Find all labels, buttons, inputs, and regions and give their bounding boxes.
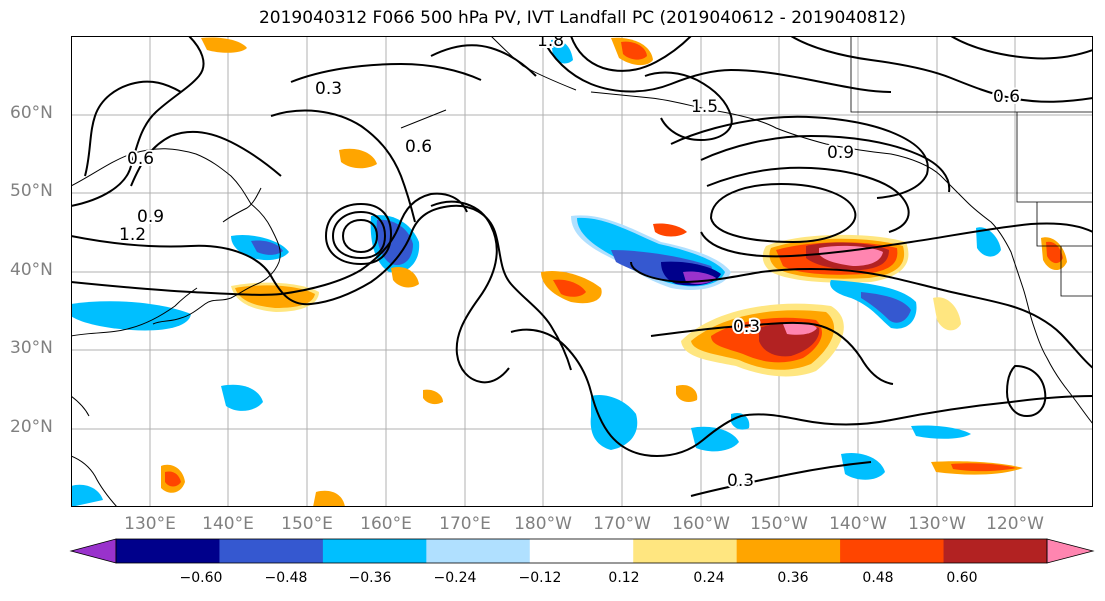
colorbar-segment bbox=[116, 539, 220, 563]
lat-label: 40°N bbox=[10, 260, 53, 280]
colorbar-segment bbox=[322, 539, 427, 563]
colorbar-tick: 0.60 bbox=[946, 570, 978, 586]
contour-labels: 0.3 0.6 0.9 1.2 1.5 1.8 0.3 0.6 0.9 0.3 … bbox=[117, 36, 1022, 493]
lat-label: 20°N bbox=[10, 417, 53, 437]
pv-contours bbox=[71, 36, 1093, 497]
colorbar-segment bbox=[840, 539, 945, 563]
colorbar-tick: 0.48 bbox=[862, 570, 894, 586]
lon-label: 160°W bbox=[672, 514, 730, 534]
colorbar-tick: −0.36 bbox=[348, 570, 392, 586]
colorbar bbox=[69, 538, 1095, 564]
colorbar-tick: −0.12 bbox=[518, 570, 562, 586]
contour-label: 0.6 bbox=[993, 87, 1020, 107]
lon-label: 130°E bbox=[124, 514, 176, 534]
colorbar-tick: 0.36 bbox=[777, 570, 809, 586]
contour-label: 1.2 bbox=[119, 225, 146, 245]
lon-label: 130°W bbox=[908, 514, 966, 534]
colorbar-segment bbox=[736, 539, 841, 563]
lat-label: 50°N bbox=[10, 181, 53, 201]
contour-label: 1.8 bbox=[537, 36, 564, 51]
colorbar-tick: 0.24 bbox=[693, 570, 725, 586]
lon-label: 160°E bbox=[360, 514, 412, 534]
contour-label: 0.3 bbox=[315, 79, 342, 99]
contour-label: 1.5 bbox=[691, 97, 718, 117]
chart-title: 2019040312 F066 500 hPa PV, IVT Landfall… bbox=[258, 8, 906, 28]
colorbar-tick: −0.48 bbox=[264, 570, 308, 586]
lon-label: 140°E bbox=[202, 514, 254, 534]
borders bbox=[850, 36, 1093, 297]
lat-label: 30°N bbox=[10, 338, 53, 358]
contour-label: 0.6 bbox=[127, 149, 154, 169]
colorbar-segments bbox=[69, 538, 1095, 564]
lon-label: 140°W bbox=[829, 514, 887, 534]
colorbar-extend-min bbox=[69, 538, 117, 564]
lon-label: 170°E bbox=[439, 514, 491, 534]
colorbar-segment bbox=[426, 539, 531, 563]
colorbar-tick: −0.60 bbox=[179, 570, 223, 586]
coastlines bbox=[71, 36, 1093, 507]
colorbar-segment bbox=[633, 539, 738, 563]
colorbar-extend-max bbox=[1046, 538, 1095, 564]
map-plot: 0.3 0.6 0.9 1.2 1.5 1.8 0.3 0.6 0.9 0.3 … bbox=[71, 36, 1093, 507]
colorbar-segment bbox=[219, 539, 324, 563]
colorbar-tick: −0.24 bbox=[433, 570, 477, 586]
contour-label: 0.9 bbox=[827, 143, 854, 163]
lat-label: 60°N bbox=[10, 103, 53, 123]
lon-label: 150°W bbox=[750, 514, 808, 534]
shaded-anomalies bbox=[71, 37, 1067, 507]
lon-label: 170°W bbox=[593, 514, 651, 534]
colorbar-segment bbox=[529, 539, 634, 563]
contour-label: 0.3 bbox=[727, 471, 754, 491]
colorbar-outline bbox=[115, 538, 1048, 564]
lon-label: 180°W bbox=[514, 514, 572, 534]
contour-label: 0.3 bbox=[733, 317, 760, 337]
colorbar-segment bbox=[943, 539, 1048, 563]
contour-label: 0.9 bbox=[137, 207, 164, 227]
lon-label: 150°E bbox=[281, 514, 333, 534]
contour-label: 0.6 bbox=[405, 137, 432, 157]
lon-label: 120°W bbox=[986, 514, 1044, 534]
colorbar-tick: 0.12 bbox=[608, 570, 640, 586]
